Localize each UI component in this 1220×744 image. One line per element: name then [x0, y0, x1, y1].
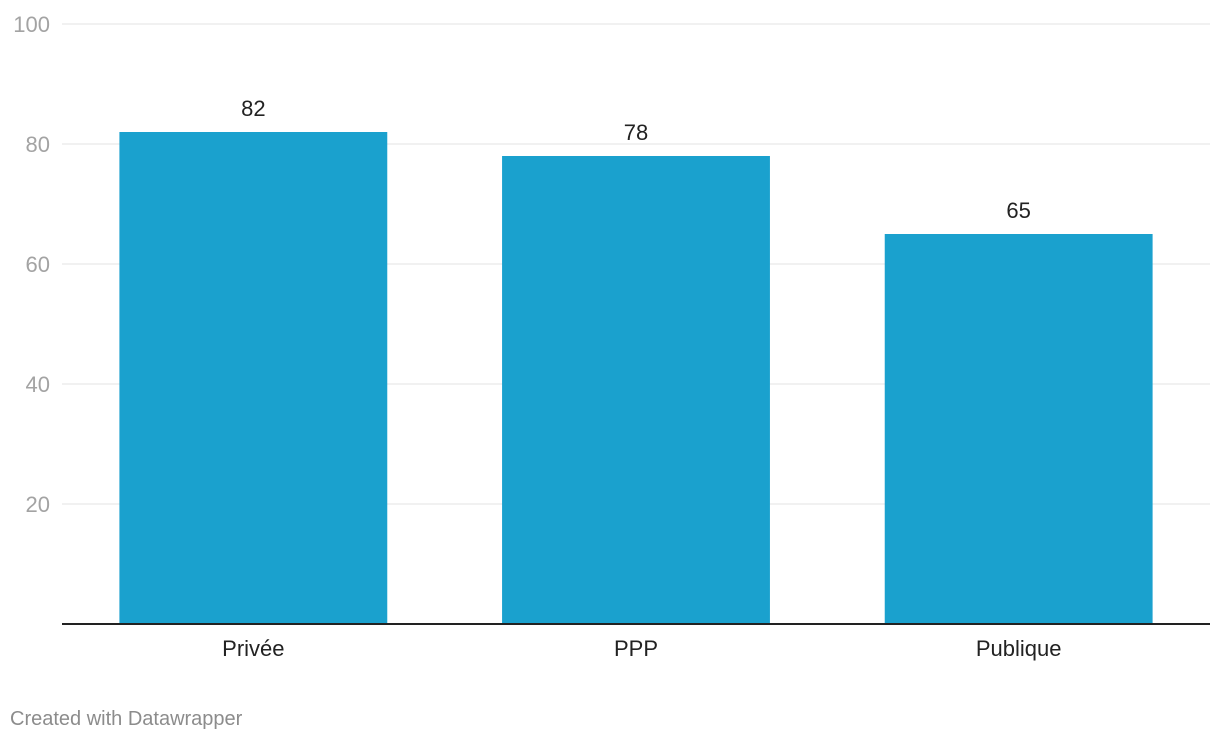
y-tick-label: 40: [26, 372, 50, 397]
bar: [119, 132, 388, 624]
x-tick-label: PPP: [614, 636, 658, 661]
data-label: 82: [241, 96, 265, 121]
x-tick-label: Privée: [222, 636, 284, 661]
data-label: 65: [1006, 198, 1030, 223]
y-tick-label: 80: [26, 132, 50, 157]
y-tick-label: 100: [13, 12, 50, 37]
labels: 20 40 60 80 100 82 Privée 78 PPP 65 Publique: [13, 12, 1061, 661]
x-tick-label: Publique: [976, 636, 1062, 661]
bar: [502, 156, 770, 624]
y-tick-label: 20: [26, 492, 50, 517]
bars: [62, 132, 1210, 625]
footer-credit: Created with Datawrapper: [10, 708, 243, 730]
bar: [884, 234, 1153, 624]
data-label: 78: [624, 120, 648, 145]
y-tick-label: 60: [26, 252, 50, 277]
